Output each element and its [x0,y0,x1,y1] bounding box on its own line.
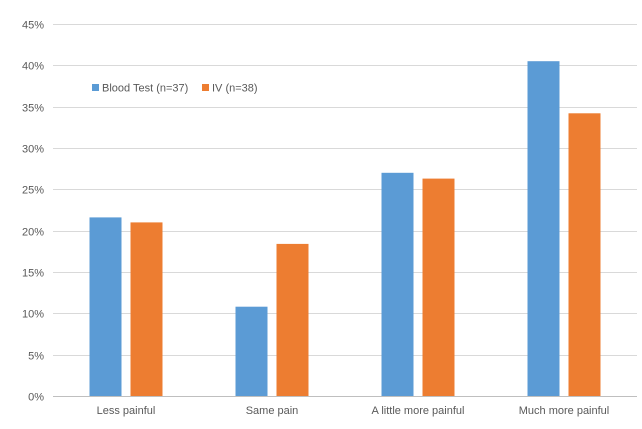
x-tick-label: Same pain [246,405,299,417]
y-tick-label: 20% [22,227,44,239]
bar-blood-test-2 [381,172,414,396]
y-tick-label: 45% [22,20,44,32]
bar-iv-3 [568,113,601,397]
legend-swatch [92,84,99,91]
y-tick-label: 35% [22,103,44,115]
legend-label: Blood Test (n=37) [102,83,188,95]
x-tick-label: Much more painful [519,405,610,417]
bar-iv-0 [130,222,163,396]
x-tick-label: Less painful [97,405,156,417]
bars [89,61,601,397]
bar-blood-test-0 [89,217,122,396]
y-tick-label: 15% [22,268,44,280]
x-tick-label: A little more painful [372,405,465,417]
legend-label: IV (n=38) [212,83,258,95]
legend: Blood Test (n=37) IV (n=38) [92,83,258,95]
y-tick-label: 5% [28,351,44,363]
y-axis: 0% 5% 10% 15% 20% 25% 30% 35% 40% 45% [22,20,44,404]
bar-blood-test-1 [235,306,268,396]
y-tick-label: 0% [28,392,44,404]
y-tick-label: 40% [22,61,44,73]
x-axis: Less painful Same pain A little more painf… [97,405,610,417]
legend-swatch [202,84,209,91]
y-tick-label: 30% [22,144,44,156]
bar-iv-2 [422,178,455,396]
bar-iv-1 [276,243,309,396]
bar-blood-test-3 [527,61,560,396]
y-tick-label: 25% [22,185,44,197]
y-tick-label: 10% [22,309,44,321]
